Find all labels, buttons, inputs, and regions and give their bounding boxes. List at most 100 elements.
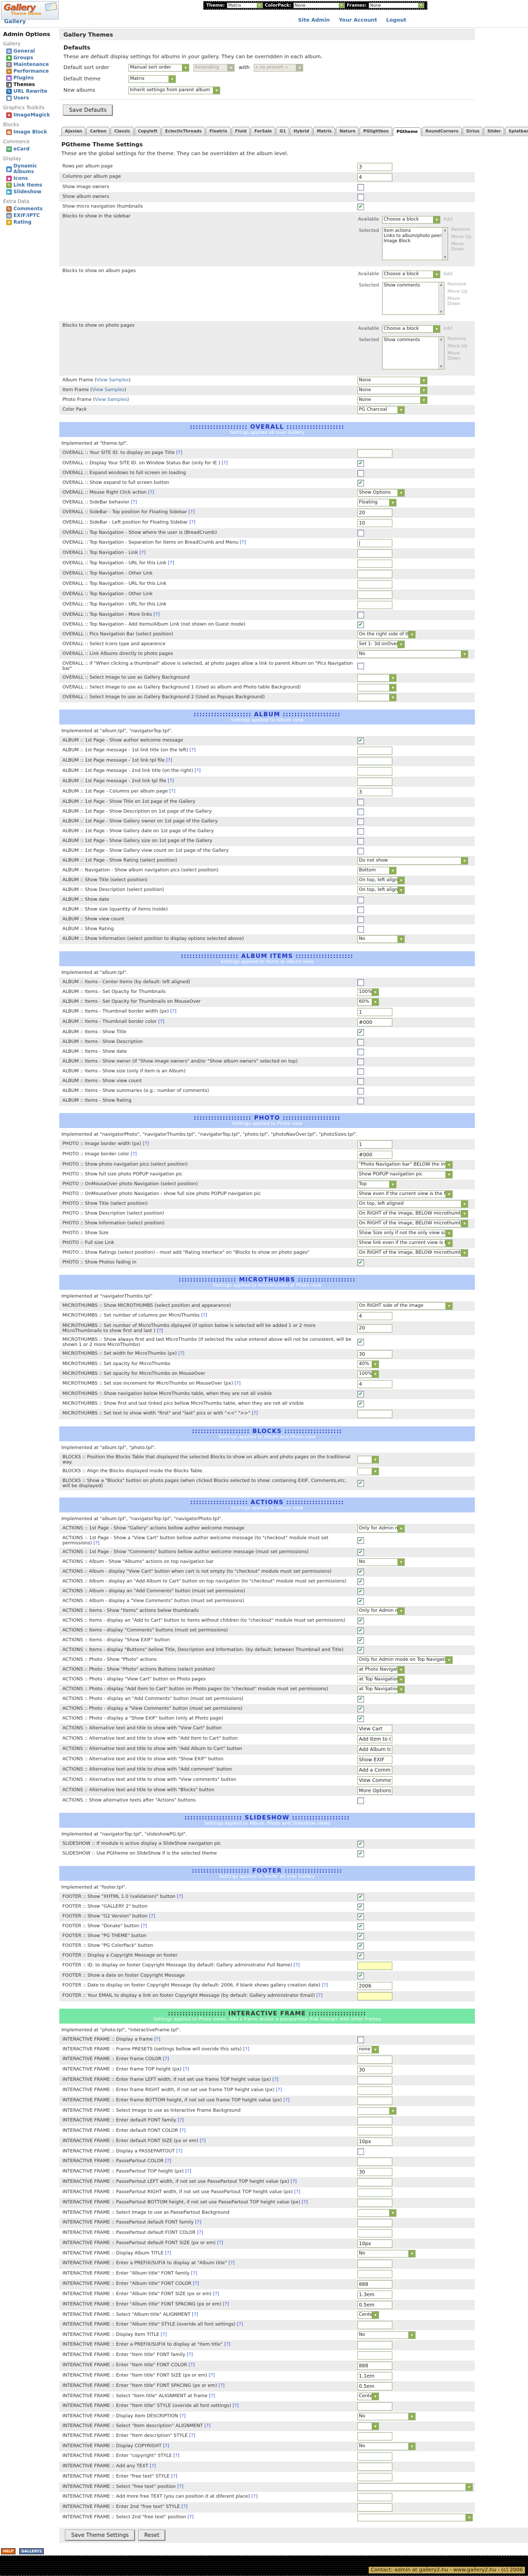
select[interactable]: On top, left aligned▾ [357,1200,468,1208]
sidebar-item-link-items[interactable]: ✎ Link Items [3,182,58,189]
select[interactable]: Choose a block ▾ [382,216,440,224]
select[interactable]: at Top Navigation bar▾ [357,1676,405,1683]
new-albums-select[interactable]: Inherit settings from parent album ▾ [128,87,220,94]
select[interactable]: None ▾ [357,396,427,404]
help-link[interactable]: [?] [165,2159,171,2164]
help-link[interactable]: [?] [302,2200,308,2205]
text-input[interactable] [357,2452,392,2461]
text-input[interactable] [357,1140,392,1149]
help-link[interactable]: [?] [176,450,183,456]
listbox-scrollbar[interactable]: ▲ ▼ [438,337,444,369]
help-link[interactable]: [?] [251,2494,258,2499]
text-input[interactable] [357,2402,392,2411]
text-input[interactable] [357,163,392,171]
selected-listbox[interactable]: Item actions Links to album/photo peers Im… [382,227,448,260]
checkbox[interactable] [357,979,364,986]
checkbox[interactable]: ✔ [357,1943,364,1949]
checkbox[interactable] [357,612,364,618]
text-input[interactable] [357,2158,392,2166]
text-input[interactable] [357,2127,392,2135]
help-link[interactable]: [?] [153,612,160,617]
checkbox[interactable] [357,916,364,923]
help-link[interactable]: [?] [183,2067,189,2072]
view-samples-link[interactable]: View Samples [92,388,125,393]
text-input[interactable] [357,1350,392,1358]
text-input[interactable] [357,1008,392,1016]
help-link[interactable]: [?] [208,2373,215,2378]
tab-pglightbox[interactable]: PGlightbox [359,127,392,135]
checkbox[interactable]: ✔ [357,1841,364,1847]
sidebar-item-maintenance[interactable]: ⚙ Maintenance [3,61,58,68]
checkbox[interactable]: ✔ [357,1973,364,1979]
help-link[interactable]: [?] [294,2190,301,2195]
tab-fluid[interactable]: Fluid [231,127,251,135]
select[interactable]: None ▾ [357,386,427,394]
select[interactable]: ▾ [357,674,397,682]
help-link[interactable]: [?] [188,2363,195,2368]
help-link[interactable]: [?] [158,1019,164,1024]
help-link[interactable]: [?] [316,1993,323,1998]
help-link[interactable]: [?] [169,789,176,794]
help-link[interactable]: [?] [179,2414,186,2419]
sidebar-item-icons[interactable]: ◆ Icons [3,175,58,182]
text-input[interactable] [357,2178,392,2186]
help-link[interactable]: [?] [189,748,196,753]
sidebar-item-groups[interactable]: ♣ Groups [3,55,58,61]
select[interactable]: No ▾ [357,2443,416,2450]
help-link[interactable]: [?] [177,1894,183,1899]
help-link[interactable]: [?] [130,500,137,505]
checkbox[interactable]: ✔ [357,1401,364,1407]
select[interactable]: Show Options ▾ [357,489,405,497]
checkbox[interactable]: ✔ [357,1569,364,1575]
help-link[interactable]: [?] [148,490,154,495]
help-link[interactable]: [?] [240,540,246,545]
tab-pgtheme[interactable]: PGtheme [392,127,422,136]
list-item[interactable]: Show comments [384,338,420,343]
text-input[interactable] [357,1151,392,1159]
help-link[interactable]: [?] [193,2281,199,2286]
checkbox[interactable]: ✔ [357,737,364,744]
help-link[interactable]: [?] [139,550,146,555]
tab-hybrid[interactable]: Hybrid [290,127,313,135]
your-account-link[interactable]: Your Account [339,18,377,23]
select[interactable]: Center▾ [357,2311,379,2319]
help-link[interactable]: [?] [171,2474,177,2479]
sidebar-item-imagemagick[interactable]: ★ ImageMagick [3,112,58,119]
text-input[interactable] [357,2066,392,2074]
sidebar-item-themes[interactable]: ◨ Themes [3,81,58,88]
tab-ajaxian[interactable]: Ajaxian [61,127,86,135]
checkbox[interactable]: ✔ [357,621,364,628]
sidebar-item-comments[interactable]: ✎ Comments [3,206,58,212]
colorpack-select[interactable]: None ▾ [293,3,345,8]
help-link[interactable]: [?] [223,2302,229,2307]
breadcrumb[interactable]: Gallery [4,19,26,25]
text-input[interactable] [357,1410,392,1418]
text-input[interactable] [357,549,392,558]
select[interactable]: Only for Admin mode on Top Navigation ba… [357,1656,453,1664]
tab-slider[interactable]: Slider [484,127,505,135]
select[interactable]: No ▾ [357,935,405,943]
text-input[interactable] [357,2351,392,2360]
select[interactable]: On top, left aligned▾ [357,877,405,884]
reset-button[interactable]: Reset [138,2530,166,2541]
help-link[interactable]: [?] [177,2484,184,2489]
text-input[interactable] [357,580,392,588]
select[interactable]: at Top Navigation bar▾ [357,1686,405,1693]
select[interactable]: No ▾ [357,1558,405,1566]
checkbox[interactable]: ✔ [357,1923,364,1930]
checkbox[interactable]: ✔ [357,1339,364,1345]
tab-classic[interactable]: Classic [110,127,134,135]
select[interactable]: Show POPUP navigation pic ▾ [357,1171,453,1178]
remove-button[interactable]: Remove [447,282,467,287]
text-input[interactable] [357,2188,392,2197]
help-link[interactable]: [?] [154,2037,160,2042]
tab-eclecticthreads[interactable]: EclecticThreads [161,127,206,135]
sidebar-item-users[interactable]: ● Users [3,95,58,102]
move-up-button[interactable]: Move Up [447,289,468,294]
select[interactable]: ▾ [357,684,397,692]
listbox-scrollbar[interactable]: ▲ ▼ [438,282,444,314]
help-link[interactable]: [?] [170,1009,177,1014]
remove-button[interactable]: Remove [451,227,470,232]
text-input[interactable] [357,1312,392,1320]
select[interactable]: ▾ [357,694,397,701]
